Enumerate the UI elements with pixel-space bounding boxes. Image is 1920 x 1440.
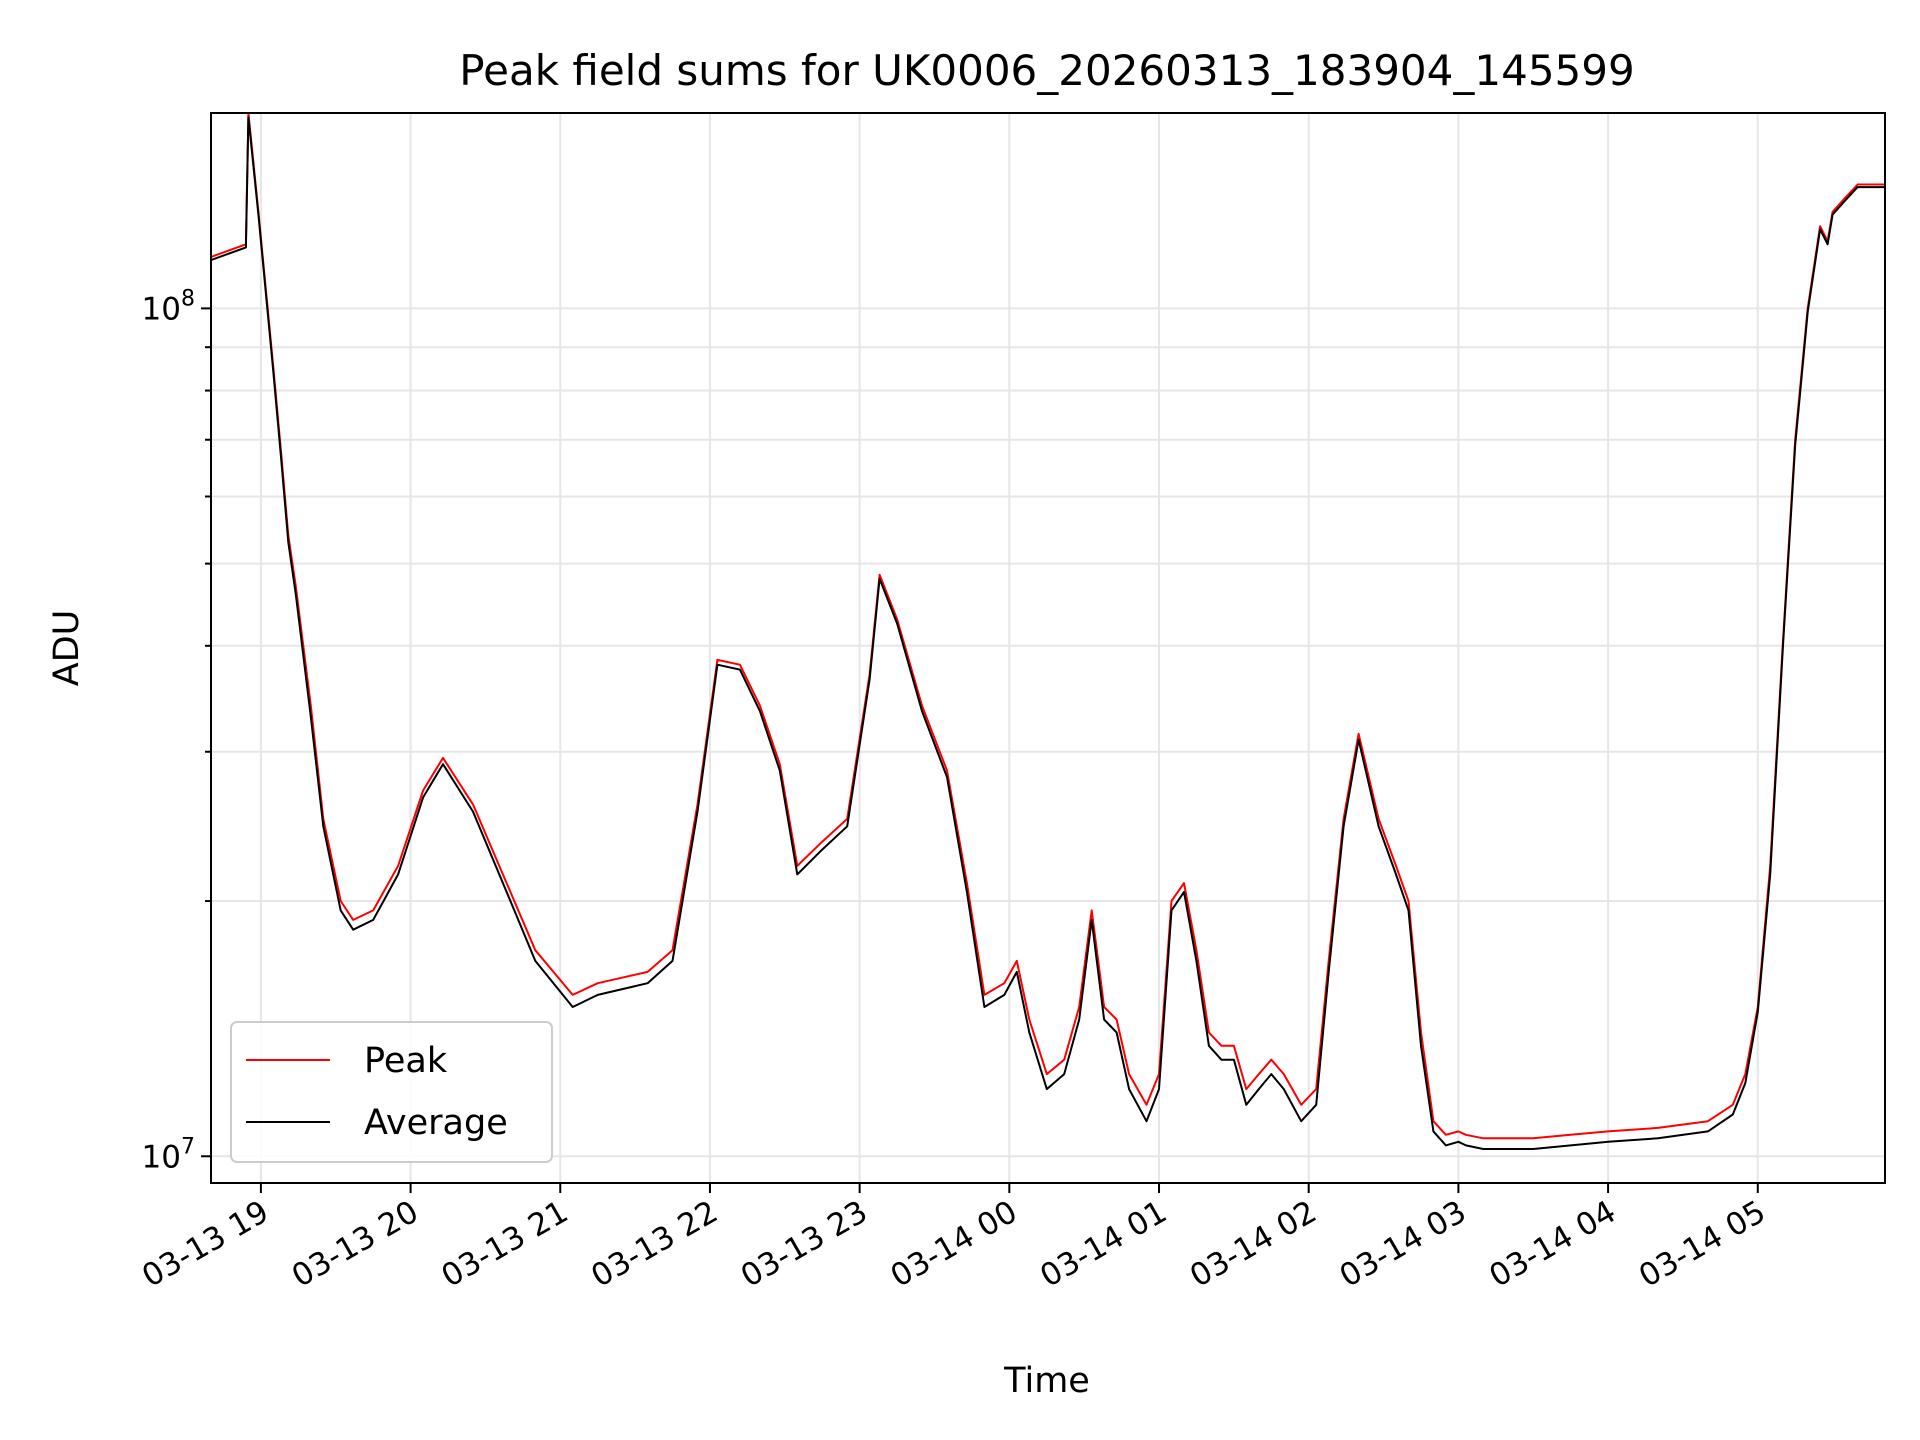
y-axis: 107 108 [142,286,211,1175]
legend-label-average: Average [364,1103,508,1143]
x-axis-label: Time [1003,1361,1090,1401]
legend-box [230,1021,553,1163]
y-tick-label: 108 [142,286,195,327]
series-line-average [211,116,1885,1150]
plot-frame [210,112,1886,1184]
y-axis-label: ADU [47,610,87,687]
y-tick-label: 107 [142,1134,195,1175]
legend-label-peak: Peak [364,1041,448,1081]
chart-title: Peak field sums for UK0006_20260313_1839… [459,46,1634,95]
series-line-peak [211,113,1885,1140]
series-layer [211,113,1885,1150]
legend: Peak Average [230,1021,553,1163]
